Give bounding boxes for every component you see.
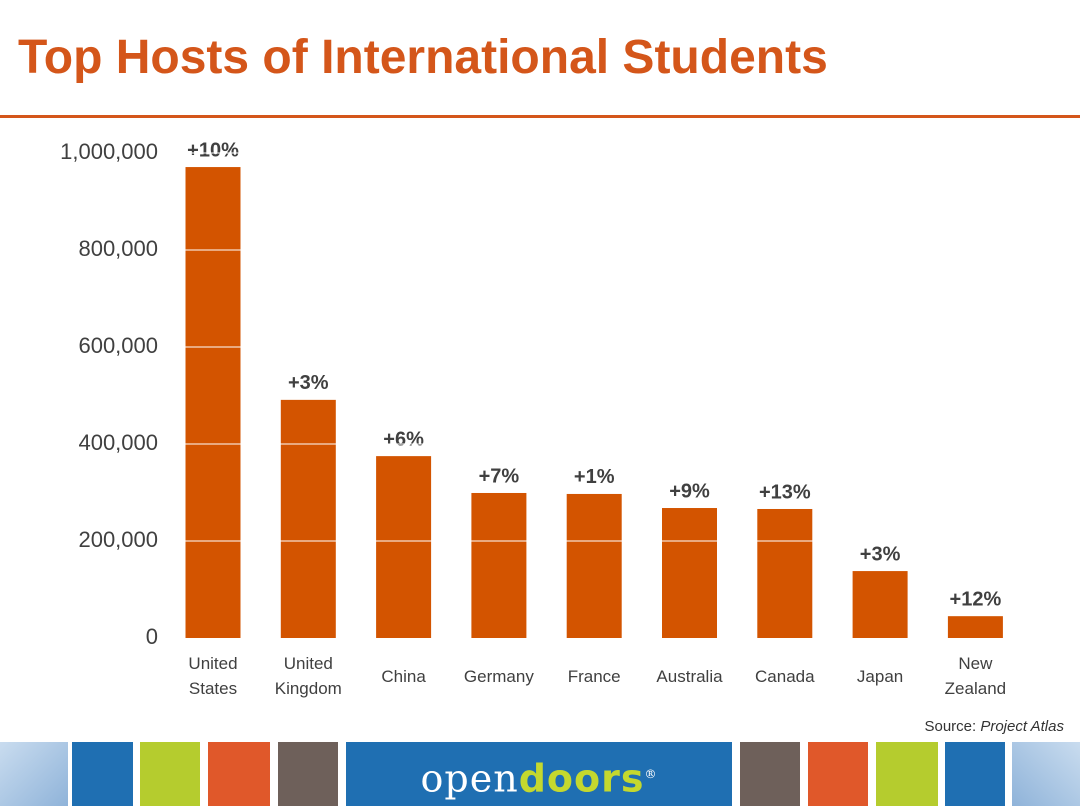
tile (72, 742, 133, 806)
source-label: Source: (924, 718, 977, 735)
x-tick-label: Canada (755, 666, 815, 686)
bar (662, 508, 717, 638)
tile (876, 742, 938, 806)
logo-mark: ® (644, 767, 658, 781)
growth-label: +3% (288, 372, 329, 394)
source-name: Project Atlas (980, 718, 1064, 735)
tile (346, 742, 732, 806)
bar (947, 616, 1003, 638)
x-tick-label: France (567, 666, 621, 686)
footer-banner: opendoors® (0, 742, 1080, 806)
y-tick-label: 0 (146, 624, 158, 649)
y-tick-label: 600,000 (78, 333, 158, 358)
growth-label: +9% (669, 480, 710, 502)
growth-label: +13% (759, 481, 811, 503)
growth-label: +1% (574, 466, 615, 488)
tile (945, 742, 1005, 806)
x-tick-label: Australia (656, 666, 723, 686)
tile (140, 742, 200, 806)
map-tile (1012, 742, 1080, 806)
growth-label: +6% (383, 428, 424, 450)
bar (280, 399, 336, 638)
bar (852, 571, 908, 638)
bar (376, 456, 432, 638)
y-tick-label: 1,000,000 (60, 139, 158, 164)
tile (808, 742, 868, 806)
x-tick-label: China (381, 666, 426, 686)
x-tick-label: Japan (856, 666, 904, 686)
growth-label: +10% (187, 139, 239, 161)
logo-doors: doors (518, 756, 645, 801)
growth-label: +3% (860, 543, 901, 565)
y-tick-label: 800,000 (78, 236, 158, 261)
bar (185, 167, 241, 638)
growth-label: +7% (479, 465, 520, 487)
source: Source: Project Atlas (924, 718, 1064, 735)
x-tick-label: United States (188, 654, 238, 698)
bar (566, 493, 622, 638)
chart: 0 200,000 400,000 600,000 800,000 1,000,000 +1… (60, 138, 1003, 649)
x-tick-label: United Kingdom (274, 654, 342, 698)
x-tick-label: New Zealand (944, 654, 1007, 698)
x-tick-label: Germany (463, 666, 534, 686)
map-tile (0, 742, 68, 806)
tile (278, 742, 338, 806)
tile (740, 742, 800, 806)
bar (471, 492, 527, 638)
title-rule (0, 115, 1080, 118)
logo-open: open (420, 756, 519, 801)
bar (757, 508, 813, 638)
y-tick-label: 400,000 (78, 430, 158, 455)
y-tick-label: 200,000 (78, 527, 158, 552)
growth-label: +12% (950, 588, 1002, 610)
logo: opendoors® (346, 742, 732, 806)
tile (208, 742, 270, 806)
chart-title: Top Hosts of International Students (18, 31, 828, 84)
